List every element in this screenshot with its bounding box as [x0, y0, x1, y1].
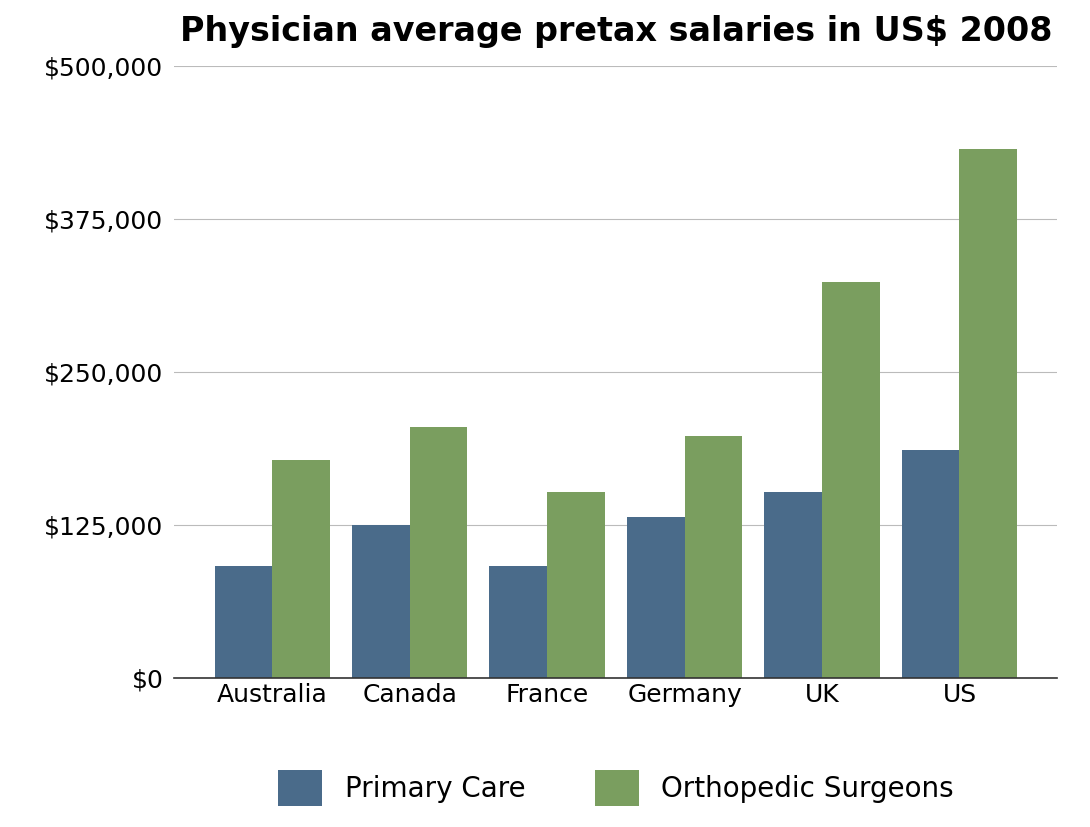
Bar — [410, 428, 468, 678]
Bar — [764, 492, 822, 678]
Bar — [547, 492, 605, 678]
Bar — [685, 436, 742, 678]
Bar — [489, 566, 547, 678]
Bar — [959, 150, 1017, 678]
Bar — [272, 461, 330, 678]
Legend: Primary Care, Orthopedic Surgeons: Primary Care, Orthopedic Surgeons — [267, 759, 965, 817]
Bar — [352, 525, 410, 678]
Title: Physician average pretax salaries in US$ 2008: Physician average pretax salaries in US$… — [180, 15, 1052, 48]
Bar — [627, 517, 685, 678]
Bar — [901, 451, 959, 678]
Bar — [215, 566, 272, 678]
Bar — [822, 281, 880, 678]
